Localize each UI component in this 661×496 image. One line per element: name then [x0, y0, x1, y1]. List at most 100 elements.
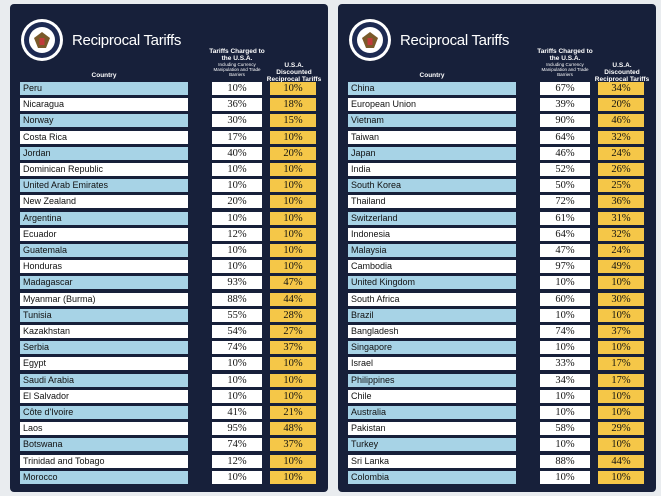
tariff-cell: 95% [212, 422, 262, 436]
header-charged-text: Tariffs Charged to the U.S.A. [537, 48, 593, 62]
country-cell: Norway [20, 114, 188, 128]
tariff-cell: 10% [212, 244, 262, 257]
tariff-cell: 93% [212, 276, 262, 290]
discounted-cell: 36% [598, 195, 644, 209]
discounted-cell: 44% [598, 454, 644, 468]
country-cell: Guatemala [20, 244, 188, 257]
tariff-cell: 52% [540, 163, 590, 176]
country-cell: Peru [20, 82, 188, 95]
country-cell: Cambodia [348, 260, 516, 274]
country-cell: South Korea [348, 179, 516, 193]
discounted-cell: 32% [598, 227, 644, 241]
discounted-cell: 10% [270, 195, 316, 209]
tariff-cell: 10% [212, 179, 262, 193]
discounted-cell: 10% [598, 276, 644, 290]
tariff-cell: 50% [540, 179, 590, 193]
header-charged-text: Tariffs Charged to the U.S.A. [209, 48, 265, 62]
tariff-cell: 64% [540, 130, 590, 144]
tariff-cell: 72% [540, 195, 590, 209]
tariff-cell: 10% [540, 341, 590, 355]
country-cell: Costa Rica [20, 130, 188, 144]
country-cell: Saudi Arabia [20, 373, 188, 387]
country-cell: Ecuador [20, 227, 188, 241]
country-cell: Taiwan [348, 130, 516, 144]
tariff-cell: 10% [540, 406, 590, 419]
tariff-cell: 36% [212, 98, 262, 112]
country-cell: Brazil [348, 308, 516, 322]
header-country: Country [91, 72, 117, 79]
discounted-cell: 46% [598, 114, 644, 128]
tariff-cell: 90% [540, 114, 590, 128]
country-cell: El Salvador [20, 389, 188, 403]
header-charged-note: Including Currency Manipulation and Trad… [213, 62, 261, 77]
country-cell: Chile [348, 389, 516, 403]
country-cell: Kazakhstan [20, 325, 188, 338]
discounted-cell: 34% [598, 82, 644, 95]
tariff-cell: 46% [540, 146, 590, 160]
discounted-cell: 10% [598, 470, 644, 484]
discounted-cell: 48% [270, 422, 316, 436]
tariff-cell: 10% [212, 357, 262, 371]
country-cell: Egypt [20, 357, 188, 371]
discounted-cell: 21% [270, 406, 316, 419]
country-cell: Nicaragua [20, 98, 188, 112]
tariff-cell: 60% [540, 292, 590, 306]
discounted-cell: 44% [270, 292, 316, 306]
country-cell: Switzerland [348, 211, 516, 225]
tariff-cell: 67% [540, 82, 590, 95]
country-cell: Trinidad and Tobago [20, 454, 188, 468]
tariff-cell: 88% [212, 292, 262, 306]
discounted-cell: 10% [598, 389, 644, 403]
discounted-cell: 10% [270, 357, 316, 371]
country-cell: Pakistan [348, 422, 516, 436]
discounted-cell: 10% [598, 308, 644, 322]
tariff-cell: 10% [212, 163, 262, 176]
tariff-cell: 58% [540, 422, 590, 436]
tariff-cell: 12% [212, 454, 262, 468]
tariff-cell: 88% [540, 454, 590, 468]
tariff-cell: 74% [540, 325, 590, 338]
tariff-cell: 10% [540, 389, 590, 403]
discounted-cell: 10% [270, 373, 316, 387]
tariff-cell: 97% [540, 260, 590, 274]
discounted-cell: 10% [270, 470, 316, 484]
country-cell: United Arab Emirates [20, 179, 188, 193]
country-cell: Côte d'Ivoire [20, 406, 188, 419]
discounted-cell: 37% [270, 438, 316, 452]
country-cell: South Africa [348, 292, 516, 306]
country-cell: Vietnam [348, 114, 516, 128]
country-cell: United Kingdom [348, 276, 516, 290]
country-cell: Honduras [20, 260, 188, 274]
discounted-cell: 30% [598, 292, 644, 306]
discounted-cell: 26% [598, 163, 644, 176]
discounted-cell: 29% [598, 422, 644, 436]
discounted-cell: 32% [598, 130, 644, 144]
tariff-cell: 10% [540, 276, 590, 290]
discounted-cell: 37% [598, 325, 644, 338]
discounted-cell: 27% [270, 325, 316, 338]
tariff-cell: 39% [540, 98, 590, 112]
discounted-cell: 47% [270, 276, 316, 290]
discounted-cell: 10% [270, 82, 316, 95]
discounted-cell: 20% [270, 146, 316, 160]
tariff-cell: 47% [540, 244, 590, 257]
country-cell: Indonesia [348, 227, 516, 241]
discounted-cell: 10% [598, 341, 644, 355]
tariff-cell: 10% [212, 211, 262, 225]
discounted-cell: 24% [598, 244, 644, 257]
tariff-cell: 10% [540, 308, 590, 322]
discounted-cell: 28% [270, 308, 316, 322]
tariff-cell: 64% [540, 227, 590, 241]
discounted-cell: 37% [270, 341, 316, 355]
discounted-cell: 10% [270, 211, 316, 225]
country-cell: Argentina [20, 211, 188, 225]
discounted-cell: 15% [270, 114, 316, 128]
country-cell: Jordan [20, 146, 188, 160]
tariff-cell: 61% [540, 211, 590, 225]
discounted-cell: 20% [598, 98, 644, 112]
discounted-cell: 31% [598, 211, 644, 225]
header-charged: Tariffs Charged to the U.S.A. Including C… [206, 48, 268, 77]
country-cell: Sri Lanka [348, 454, 516, 468]
seal [21, 19, 63, 61]
